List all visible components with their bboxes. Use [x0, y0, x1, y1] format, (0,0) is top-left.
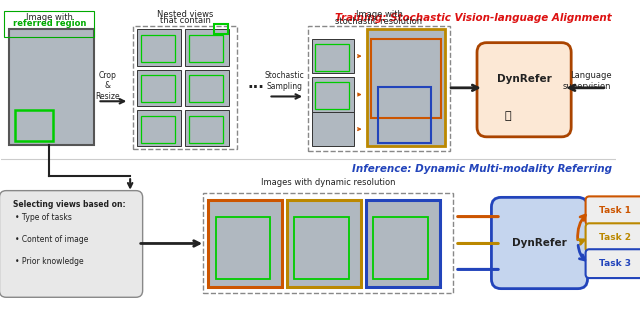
Bar — [378, 87, 431, 143]
Bar — [216, 217, 271, 279]
Bar — [185, 110, 229, 146]
Text: Crop
&
Resize: Crop & Resize — [95, 71, 120, 101]
Bar — [214, 24, 228, 34]
Text: Training: Stochastic Vision-language Alignment: Training: Stochastic Vision-language Ali… — [335, 13, 612, 23]
Bar — [185, 70, 229, 106]
Text: Task 2: Task 2 — [600, 233, 632, 242]
Text: referred region: referred region — [13, 19, 86, 28]
FancyBboxPatch shape — [0, 191, 143, 297]
Bar — [367, 29, 445, 146]
FancyBboxPatch shape — [477, 43, 571, 137]
Text: • Content of image: • Content of image — [15, 235, 88, 244]
Bar — [373, 217, 428, 279]
Bar — [141, 35, 175, 62]
Text: stochastic resolution: stochastic resolution — [335, 17, 422, 26]
FancyBboxPatch shape — [586, 249, 640, 278]
Text: that contain: that contain — [160, 16, 211, 25]
Bar — [287, 200, 361, 287]
Bar — [371, 39, 440, 118]
Bar — [203, 192, 453, 294]
Bar — [308, 26, 450, 151]
Bar — [189, 75, 223, 102]
Bar — [185, 29, 229, 66]
Bar — [137, 110, 181, 146]
Text: • Prior knowledge: • Prior knowledge — [15, 257, 83, 266]
Text: Image with: Image with — [26, 13, 73, 22]
Bar — [137, 29, 181, 66]
Text: • Type of tasks: • Type of tasks — [15, 213, 72, 222]
Text: Stochastic
Sampling: Stochastic Sampling — [265, 71, 305, 91]
Bar — [141, 75, 175, 102]
Bar — [315, 82, 349, 109]
FancyBboxPatch shape — [586, 196, 640, 225]
Text: ···: ··· — [248, 80, 264, 95]
FancyBboxPatch shape — [586, 223, 640, 252]
Bar — [312, 112, 354, 146]
Bar — [15, 110, 53, 141]
Text: DynRefer: DynRefer — [497, 74, 552, 84]
Bar — [189, 35, 223, 62]
Bar — [312, 77, 354, 112]
Bar — [208, 200, 282, 287]
Bar — [189, 116, 223, 143]
Bar — [312, 39, 354, 73]
Text: Image with: Image with — [356, 10, 403, 19]
Text: Task 3: Task 3 — [600, 259, 632, 268]
Text: DynRefer: DynRefer — [512, 237, 567, 247]
Bar — [133, 26, 237, 149]
Text: Language
supervision: Language supervision — [563, 71, 612, 91]
Text: Selecting views based on:: Selecting views based on: — [13, 200, 125, 209]
Text: Task 1: Task 1 — [600, 206, 632, 215]
FancyBboxPatch shape — [492, 198, 588, 289]
Text: Inference: Dynamic Multi-modality Referring: Inference: Dynamic Multi-modality Referr… — [351, 164, 612, 174]
Bar — [137, 70, 181, 106]
Text: Nested views: Nested views — [157, 10, 213, 19]
Bar — [365, 200, 440, 287]
Text: Images with dynamic resolution: Images with dynamic resolution — [261, 178, 396, 187]
Bar — [294, 217, 349, 279]
Bar — [9, 29, 93, 144]
Bar — [141, 116, 175, 143]
Bar — [315, 44, 349, 71]
Text: 🔥: 🔥 — [504, 111, 511, 121]
